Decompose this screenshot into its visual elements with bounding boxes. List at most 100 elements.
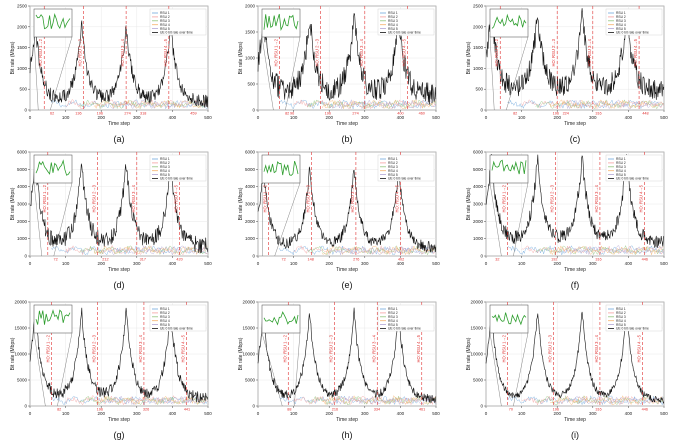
- x-tick-label: 400: [169, 115, 177, 120]
- y-tick-label: 5000: [245, 167, 256, 172]
- handover-tick-label: 420: [176, 258, 182, 262]
- handover-label: HO: RSU 1→2: [45, 334, 50, 362]
- handover-label: HO: RSU 3→4: [371, 334, 376, 362]
- inset-box: [489, 8, 529, 38]
- legend-entry: RSU 3: [388, 165, 398, 169]
- y-tick-label: 5000: [17, 167, 28, 172]
- inset-connector: [33, 36, 39, 111]
- handover-tick-label: 96: [290, 112, 294, 116]
- x-tick-label: 400: [625, 261, 633, 266]
- y-axis-label: Bit rate (Mbps): [238, 337, 244, 370]
- y-tick-label: 1000: [473, 66, 484, 71]
- handover-tick-label: 82: [57, 408, 61, 412]
- y-tick-label: 4000: [245, 184, 256, 189]
- handover-tick-label: 334: [374, 408, 380, 412]
- y-tick-label: 0: [480, 108, 483, 113]
- subplot-h: HO: RSU 1→2 HO: RSU 2→3 HO: RSU 3→4 HO: RSU…: [238, 300, 440, 441]
- inset-trace: [263, 160, 299, 176]
- inset-trace: [491, 159, 527, 175]
- handover-tick-label: 276: [353, 258, 359, 262]
- handover-tick-label: 196: [97, 112, 103, 116]
- handover-tick-label: 441: [184, 408, 190, 412]
- y-tick-label: 10000: [242, 352, 255, 357]
- handover-label: HO: RSU 4→5: [163, 38, 168, 66]
- y-axis-label: Bit rate (Mbps): [238, 41, 244, 74]
- inset-trace: [35, 309, 71, 325]
- y-tick-label: 3000: [473, 202, 484, 207]
- legend-entry: RSU 5: [388, 173, 398, 177]
- x-tick-label: 400: [397, 411, 405, 416]
- y-axis-label: Bit rate (Mbps): [10, 337, 16, 370]
- inset-connector: [33, 332, 46, 407]
- x-tick-label: 400: [397, 261, 405, 266]
- handover-tick-label: 32: [495, 258, 499, 262]
- y-tick-label: 0: [24, 108, 27, 113]
- handover-tick-label: 196: [553, 408, 559, 412]
- handover-label: HO: RSU 4→5: [638, 184, 643, 212]
- handover-tick-label: 318: [140, 112, 146, 116]
- legend-box: [605, 8, 663, 36]
- subplot-c: HO: RSU 1→2 HO: RSU 2→3 HO: RSU 3→4 HO: RSU…: [466, 4, 668, 145]
- legend-entry: RSU 5: [616, 173, 626, 177]
- y-tick-label: 4000: [473, 184, 484, 189]
- y-tick-label: 0: [24, 254, 27, 259]
- x-tick-label: 100: [290, 411, 298, 416]
- y-tick-label: 500: [19, 87, 27, 92]
- legend-entry: UE 0 bit rate over time: [616, 327, 649, 331]
- handover-label: HO: RSU 4→5: [174, 184, 179, 212]
- inset-connector: [274, 182, 301, 257]
- x-axis-label: Time step: [564, 267, 586, 273]
- legend-entry: RSU 4: [160, 169, 170, 173]
- x-tick-label: 0: [257, 261, 260, 266]
- rsu-2-trace: [65, 395, 208, 406]
- y-axis-label: Bit rate (Mbps): [466, 187, 472, 220]
- legend-box: [149, 154, 207, 182]
- x-tick-label: 400: [625, 411, 633, 416]
- ue-bitrate-trace: [485, 8, 665, 100]
- rsu-5-trace: [108, 99, 208, 109]
- y-tick-label: 2000: [245, 219, 256, 224]
- legend-entry: RSU 2: [616, 161, 626, 165]
- handover-tick-label: 148: [308, 258, 314, 262]
- rsu-3-trace: [79, 99, 209, 110]
- legend-entry: RSU 3: [160, 165, 170, 169]
- legend-entry: RSU 1: [160, 157, 170, 161]
- legend-entry: RSU 5: [388, 27, 398, 31]
- inset-connector: [261, 332, 283, 407]
- inset-box: [261, 8, 301, 38]
- inset-connector: [261, 36, 274, 111]
- y-tick-label: 4000: [17, 184, 28, 189]
- rsu-2-trace: [293, 395, 436, 406]
- legend-entry: RSU 3: [616, 19, 626, 23]
- x-tick-label: 500: [660, 261, 668, 266]
- legend-entry: RSU 1: [388, 307, 398, 311]
- x-tick-label: 0: [29, 115, 32, 120]
- legend-entry: RSU 2: [388, 311, 398, 315]
- legend-box: [149, 8, 207, 36]
- handover-tick-label: 459: [190, 112, 196, 116]
- x-tick-label: 200: [97, 261, 105, 266]
- rsu-5-trace: [564, 245, 664, 256]
- x-tick-label: 500: [432, 115, 440, 120]
- y-tick-label: 0: [252, 254, 255, 259]
- y-tick-label: 6000: [473, 150, 484, 155]
- legend-box: [377, 8, 435, 36]
- handover-tick-label: 274: [124, 112, 130, 116]
- inset-connector: [506, 36, 529, 111]
- handover-label: HO: RSU 2→3: [329, 334, 334, 362]
- x-tick-label: 500: [204, 411, 212, 416]
- y-tick-label: 1500: [245, 30, 256, 35]
- handover-tick-label: 316: [595, 258, 601, 262]
- inset-box: [261, 304, 301, 334]
- subplot-e: HO: RSU 1→2 HO: RSU 2→3 HO: RSU 3→4 HO: RSU…: [238, 150, 440, 291]
- legend-entry: UE 0 bit rate over time: [388, 327, 421, 331]
- handover-label: HO: RSU 1→2: [42, 184, 47, 212]
- inset-trace: [263, 311, 299, 326]
- inset-trace: [491, 13, 527, 29]
- legend-entry: UE 0 bit rate over time: [160, 177, 193, 181]
- handover-label: HO: RSU 2→3: [549, 184, 554, 212]
- handover-label: HO: RSU 4→5: [394, 184, 399, 212]
- handover-tick-label: 316: [595, 112, 601, 116]
- rsu-4-trace: [321, 99, 436, 110]
- y-tick-label: 1000: [245, 236, 256, 241]
